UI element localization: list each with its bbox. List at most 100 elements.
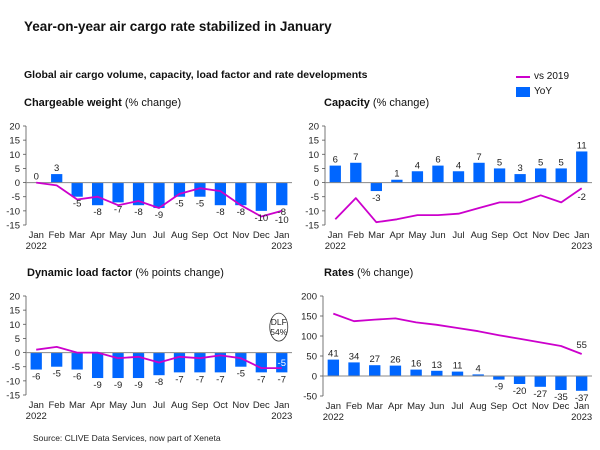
x-year-label: 2022 [26,241,47,252]
x-tick-label: Oct [512,401,527,412]
x-tick-label: Oct [213,400,228,411]
y-tick-label: 0 [15,178,20,189]
legend-item-bar: YoY [516,84,569,99]
x-tick-label: Jun [131,400,146,411]
y-tick-label: 50 [306,352,317,363]
bar-data-label: 6 [435,155,440,166]
bar-yoy [71,352,83,370]
y-tick-label: 100 [301,332,317,343]
y-tick-label: -5 [12,362,20,373]
bar-yoy [473,162,485,183]
x-tick-label: Sep [191,400,208,411]
x-tick-label: May [109,400,127,411]
bar-yoy [173,182,186,197]
panel-title-unit: (% change) [353,267,414,279]
y-tick-label: -50 [303,392,317,403]
x-tick-label: Sep [490,401,507,412]
line-vs-2019 [334,187,583,224]
x-tick-label: Mar [367,401,383,412]
line-vs-2019 [36,181,283,218]
bar-yoy [235,182,247,206]
legend-bar-label: YoY [534,86,552,97]
x-tick-label: Jan [29,230,44,241]
x-tick-label: Jul [153,400,165,411]
bar-yoy [173,352,186,373]
x-year-label: 2023 [571,412,592,423]
x-tick-label: Jan [326,401,341,412]
x-tick-label: Feb [346,401,362,412]
bar-data-label: -5 [237,369,245,380]
x-tick-label: Oct [213,230,228,241]
bar-data-label: -8 [216,207,224,218]
page-title: Year-on-year air cargo rate stabilized i… [24,19,332,34]
y-tick-label: -10 [6,376,20,387]
x-year-label: 2022 [26,411,47,422]
bar-yoy [51,352,63,367]
bar-yoy [153,352,165,376]
bar-data-label: -10 [254,213,268,224]
bar-data-label: -7 [278,374,286,385]
bar-data-label: 41 [328,349,339,360]
bar-yoy [451,371,464,376]
source-note: Source: CLIVE Data Services, now part of… [33,433,221,443]
bar-data-label: -9 [134,380,142,391]
bar-data-label: -5 [73,199,81,210]
bar-yoy [276,182,288,206]
x-tick-label: Nov [532,401,549,412]
x-tick-label: Jun [131,230,146,241]
bar-yoy [327,359,340,376]
bar-yoy [370,182,382,192]
bar-yoy [452,171,465,183]
panel-title-capacity: Capacity (% change) [324,97,429,109]
y-tick-label: 20 [9,292,20,303]
bar-yoy [534,376,546,387]
bar-yoy [411,171,424,183]
bar-data-label: -3 [372,193,380,204]
bar-data-label: -7 [114,204,122,215]
bar-yoy [432,165,444,183]
bar-data-label: -8 [237,207,245,218]
x-tick-label: Aug [171,400,188,411]
x-tick-label: Jan [274,230,289,241]
bar-data-label: 26 [390,355,401,366]
x-tick-label: Mar [69,400,85,411]
y-tick-label: -10 [6,206,20,217]
bar-data-label: 6 [333,155,338,166]
line-end-label: -10 [275,215,289,226]
bar-data-label: -7 [257,374,265,385]
panel-title-bold: Chargeable weight [24,97,122,109]
panel-title-unit: (% points change) [132,267,224,279]
panel-title-bold: Capacity [324,97,370,109]
bar-yoy [255,182,267,211]
bar-yoy [575,376,588,391]
panel-title-unit: (% change) [121,97,182,109]
bar-data-label: 11 [453,361,463,372]
bar-yoy [576,151,588,183]
line-end-label: -5 [278,358,286,369]
x-tick-label: Jul [452,230,464,241]
bar-yoy [493,376,505,380]
bar-yoy [235,352,247,367]
bar-data-label: 3 [54,163,59,174]
bar-data-label: -8 [278,207,286,218]
x-tick-label: May [407,401,425,412]
bar-data-label: 34 [349,351,360,362]
bar-data-label: -9 [93,380,101,391]
x-tick-label: Sep [491,230,508,241]
x-tick-label: Jan [328,230,343,241]
x-tick-label: Apr [90,400,105,411]
bar-yoy [51,174,63,183]
bar-data-label: -8 [155,377,163,388]
bar-yoy [30,352,42,370]
bar-yoy [194,182,206,197]
x-tick-label: Mar [69,230,85,241]
bar-yoy [214,352,227,373]
bar-data-label: 5 [497,157,502,168]
bar-yoy [329,165,341,183]
legend-line-swatch [516,75,530,78]
x-tick-label: Mar [368,230,384,241]
y-tick-label: 20 [9,122,20,133]
bar-yoy [348,362,360,376]
bar-data-label: -27 [533,389,547,400]
bar-yoy [214,182,227,206]
